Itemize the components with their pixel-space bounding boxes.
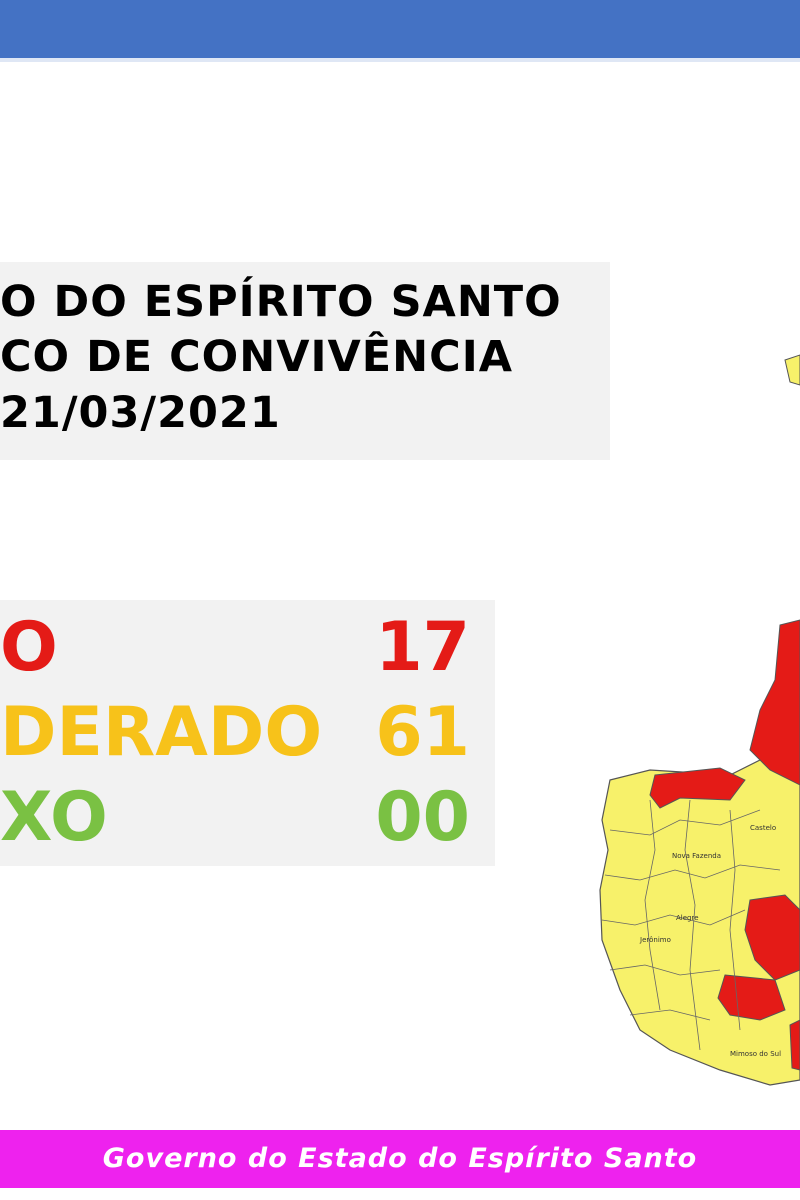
state-map-svg: Alegre Mimoso do Sul Nova Fazenda Jerôni… xyxy=(599,354,800,1086)
map-region-high-northwest xyxy=(649,767,746,809)
map-label-castelo: Castelo xyxy=(750,824,776,832)
risk-label-low: XO xyxy=(0,778,108,857)
risk-count-high: 17 xyxy=(375,608,470,687)
map-region-high-southeast xyxy=(789,1019,800,1071)
map-label-jeronimo: Jerônimo xyxy=(639,936,671,944)
map-region-high-north xyxy=(749,619,800,786)
map-north-fragment xyxy=(784,354,800,386)
risk-count-low: 00 xyxy=(375,778,470,857)
title-panel xyxy=(0,262,610,460)
municipal-borders xyxy=(601,799,781,1051)
title-line-state: O DO ESPÍRITO SANTO xyxy=(0,277,562,327)
header-bar xyxy=(0,0,800,58)
title-line-date: 21/03/2021 xyxy=(0,388,281,438)
map-region-high-south xyxy=(717,974,786,1021)
title-line-risk: CO DE CONVIVÊNCIA xyxy=(0,332,513,382)
risk-count-moderate: 61 xyxy=(375,693,470,772)
risk-summary-panel xyxy=(0,600,495,866)
map-label-alegre: Alegre xyxy=(676,914,699,922)
footer-text: Governo do Estado do Espírito Santo xyxy=(102,1143,698,1174)
map-label-mimoso: Mimoso do Sul xyxy=(730,1050,781,1058)
map-region-high-center xyxy=(744,894,800,981)
map-label-nova-fazenda: Nova Fazenda xyxy=(672,852,721,860)
risk-label-high: O xyxy=(0,608,58,687)
risk-label-moderate: DERADO xyxy=(0,693,323,772)
footer-bar xyxy=(0,1130,800,1188)
header-bar-shadow xyxy=(0,58,800,62)
state-risk-map: Alegre Mimoso do Sul Nova Fazenda Jerôni… xyxy=(580,330,800,1100)
